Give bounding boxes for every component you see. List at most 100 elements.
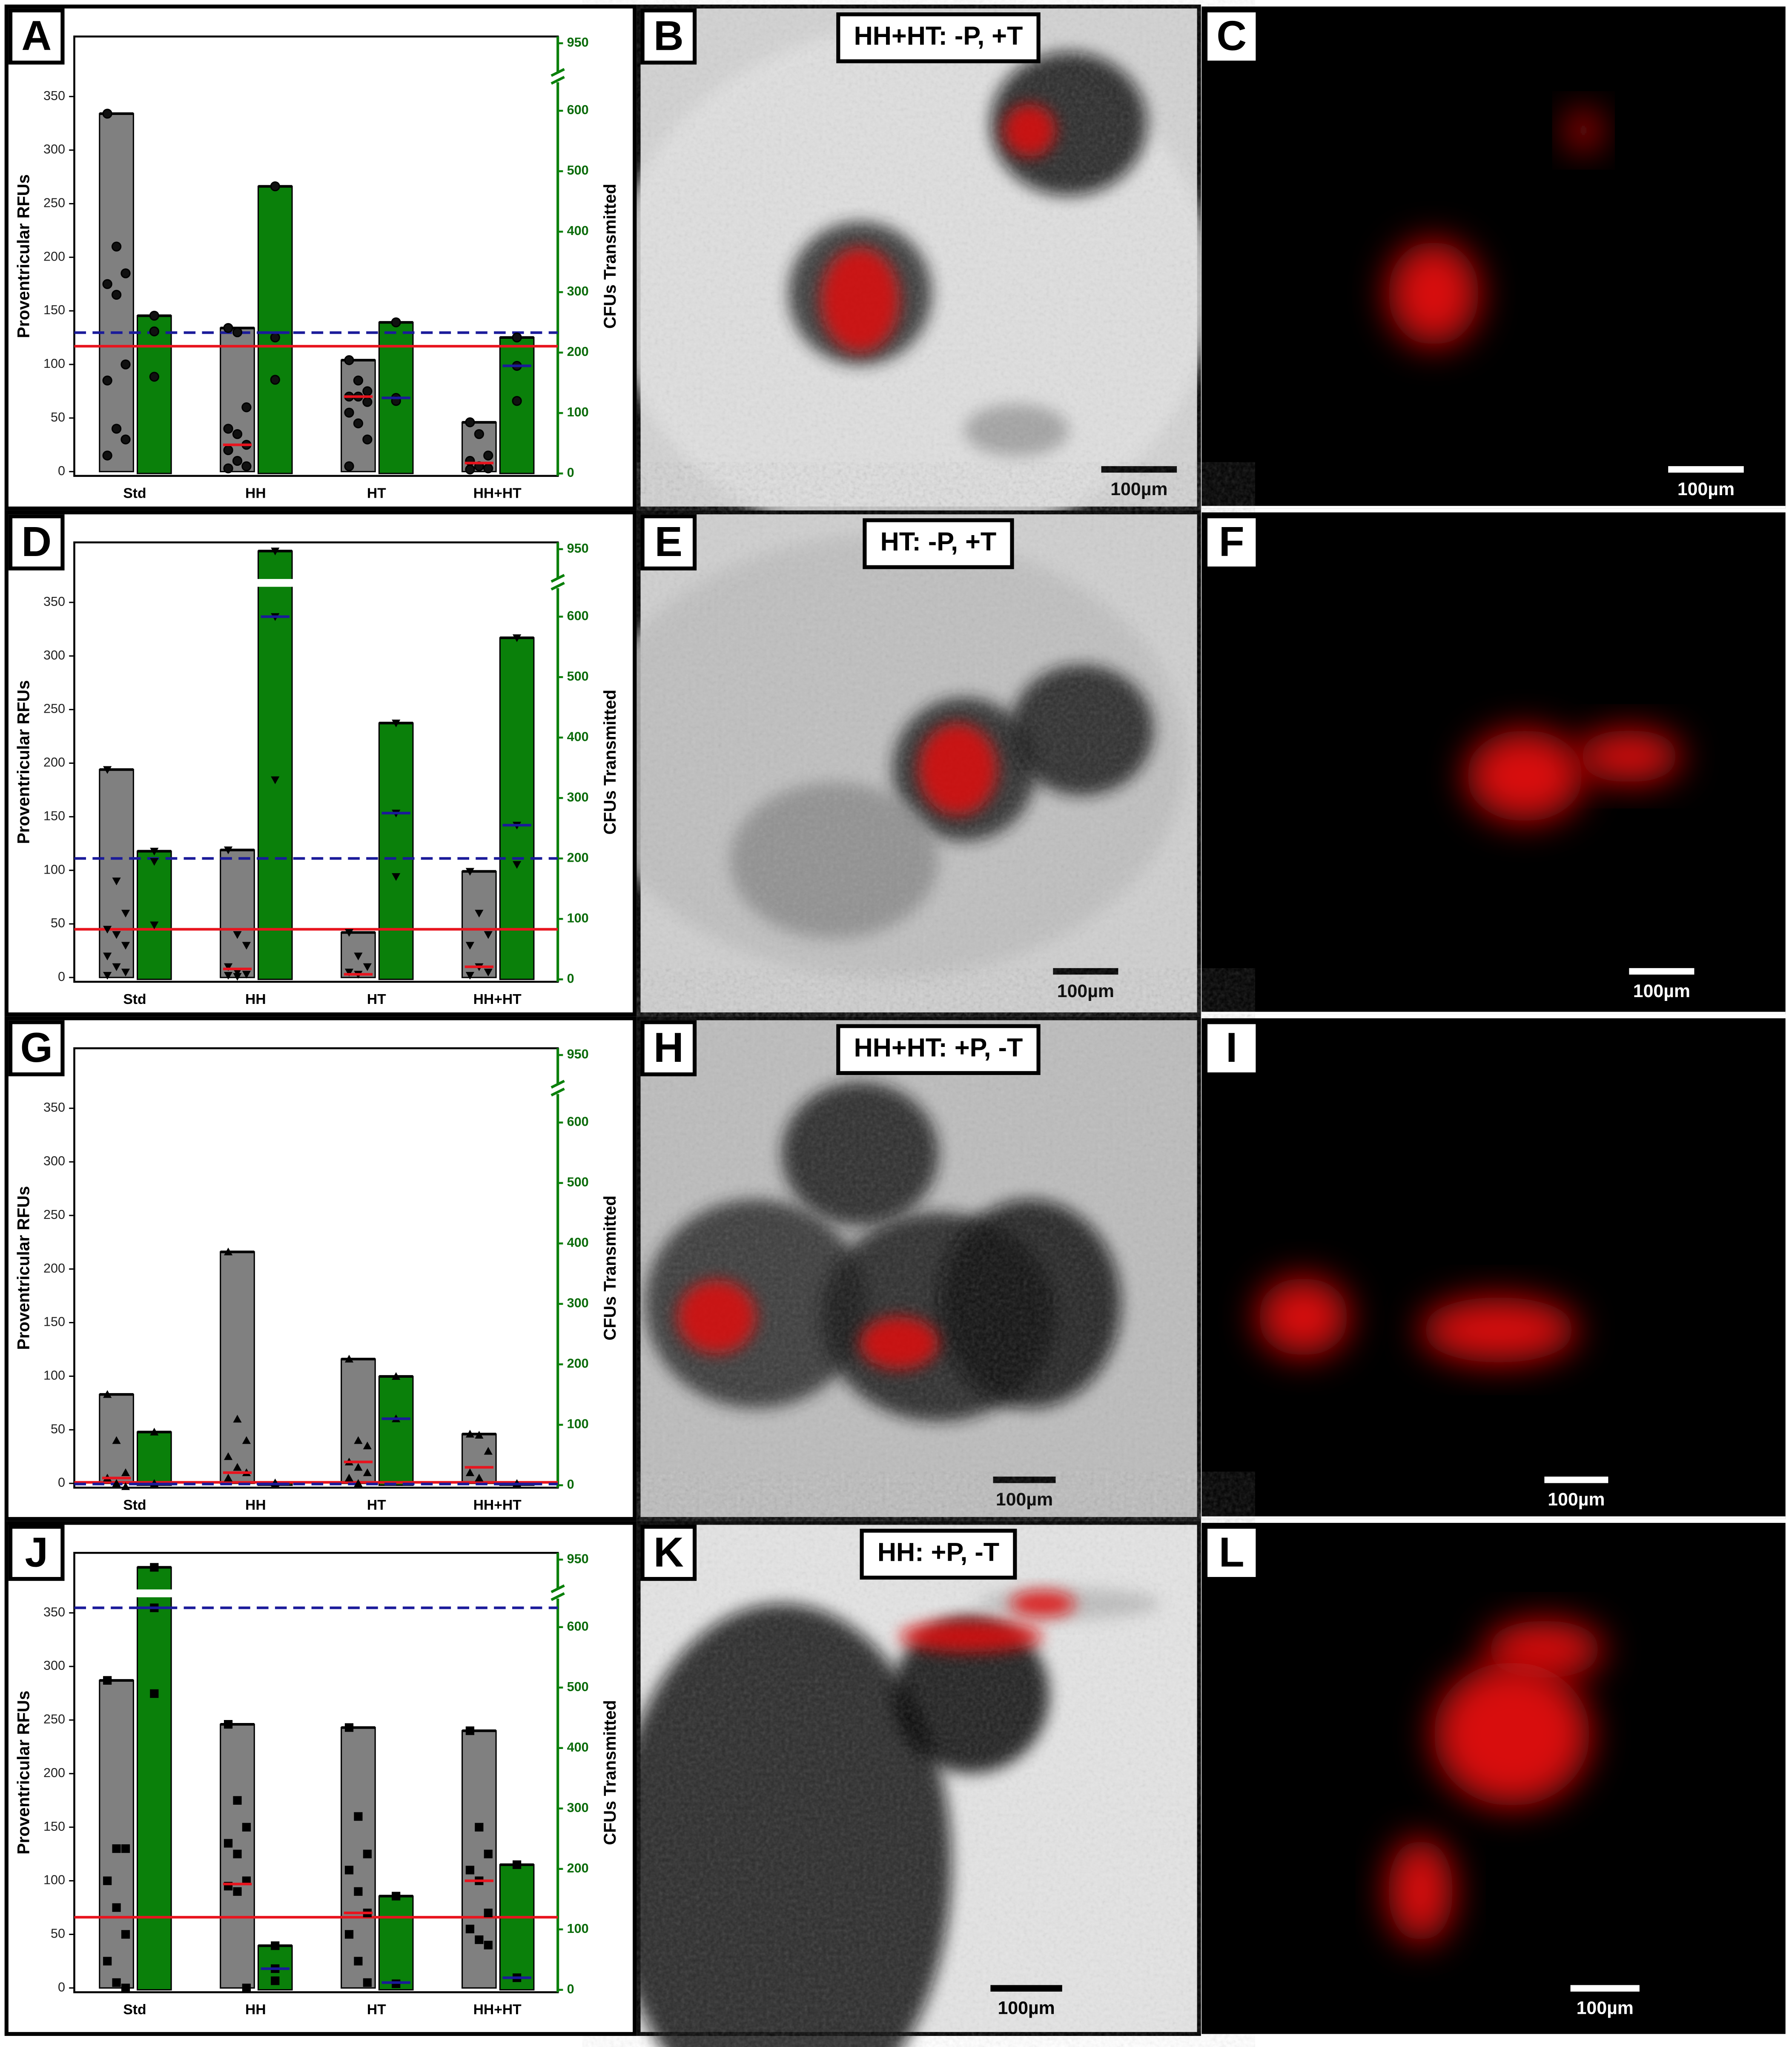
y2-tick-label: 950 xyxy=(567,35,589,50)
data-point xyxy=(513,861,522,869)
y-tick-label: 200 xyxy=(43,1261,65,1276)
data-point xyxy=(344,969,354,977)
scale-bar-label: 100µm xyxy=(1110,479,1167,499)
y2-tick-label: 500 xyxy=(567,669,589,683)
plot-area xyxy=(73,1047,559,1489)
data-point xyxy=(354,1463,363,1471)
data-point xyxy=(232,327,243,338)
data-point xyxy=(354,1812,363,1821)
data-point xyxy=(233,1887,242,1896)
panel-letter-box xyxy=(1203,8,1260,65)
x-tick-label: Std xyxy=(123,992,146,1007)
fluorescence xyxy=(1388,241,1479,346)
data-point xyxy=(233,1796,242,1805)
data-point xyxy=(233,1415,242,1423)
image-title-box xyxy=(863,518,1014,569)
data-point xyxy=(120,434,131,444)
data-point xyxy=(465,417,475,427)
data-point xyxy=(354,1436,363,1444)
scale-bar-label: 100µm xyxy=(1548,1489,1605,1510)
y2-tick-label: 400 xyxy=(567,1236,589,1250)
y2-tick-label: 950 xyxy=(567,1047,589,1061)
data-point xyxy=(150,1428,159,1436)
panel-letter-box xyxy=(8,8,65,65)
data-point xyxy=(475,1431,484,1439)
y-tick-label: 0 xyxy=(58,969,65,984)
data-point xyxy=(475,909,484,918)
y-tick-label: 250 xyxy=(43,702,65,716)
y-tick-label: 100 xyxy=(43,356,65,371)
y2-tick-label: 0 xyxy=(567,1982,574,1996)
data-point xyxy=(242,1984,251,1993)
panel-letter: K xyxy=(654,1528,684,1575)
panel-letter-box xyxy=(640,1525,697,1581)
panel-letter-box xyxy=(8,1020,65,1077)
fluorescence xyxy=(899,1620,1043,1652)
bar xyxy=(137,315,172,474)
fluorescence xyxy=(1434,1662,1590,1806)
data-point xyxy=(483,450,493,461)
bar xyxy=(99,1393,134,1484)
data-point xyxy=(392,873,401,881)
panel-letter: B xyxy=(654,12,684,59)
bar-break xyxy=(136,1589,173,1597)
data-point xyxy=(513,1860,522,1869)
data-point xyxy=(475,1935,484,1944)
image-title-box xyxy=(860,1528,1017,1580)
fluorescence xyxy=(1466,730,1584,822)
data-point xyxy=(112,963,121,971)
data-point xyxy=(120,268,131,278)
data-point xyxy=(121,969,130,977)
data-point xyxy=(363,1441,372,1450)
data-point xyxy=(233,1849,242,1858)
bar-break xyxy=(257,579,294,587)
data-point xyxy=(354,1887,363,1896)
data-point xyxy=(354,1957,363,1966)
y-tick-label: 0 xyxy=(58,1475,65,1490)
data-point xyxy=(103,1390,112,1398)
bar xyxy=(257,186,293,474)
fluorescence xyxy=(919,723,997,815)
y2-tick-label: 600 xyxy=(567,608,589,623)
data-point xyxy=(224,1474,233,1482)
data-point xyxy=(362,434,373,444)
texture xyxy=(638,1018,1199,1519)
y2-tick-label: 300 xyxy=(567,284,589,298)
data-point xyxy=(150,921,159,929)
y2-tick-label: 600 xyxy=(567,1619,589,1634)
data-point xyxy=(102,450,112,461)
x-tick-label: HH xyxy=(245,992,266,1007)
data-point xyxy=(121,1468,130,1476)
data-point xyxy=(112,931,121,939)
y2-tick-label: 950 xyxy=(567,1551,589,1566)
data-point xyxy=(344,1474,354,1482)
texture xyxy=(638,6,1199,509)
y-tick-label: 50 xyxy=(51,1422,65,1436)
data-point xyxy=(242,971,251,979)
y2-axis-label: CFUs Transmitted xyxy=(601,1196,619,1341)
data-point xyxy=(103,1876,112,1885)
y-tick-label: 250 xyxy=(43,1207,65,1222)
y2-tick-label: 100 xyxy=(567,1921,589,1936)
y-tick-label: 50 xyxy=(51,916,65,930)
y2-tick-label: 600 xyxy=(567,1115,589,1129)
data-point xyxy=(223,463,233,473)
data-point xyxy=(233,1463,242,1471)
data-point xyxy=(465,1468,475,1476)
data-point xyxy=(465,972,475,980)
bar xyxy=(137,850,172,980)
image-title: HT: -P, +T xyxy=(880,527,997,556)
data-point xyxy=(111,241,122,252)
data-point xyxy=(465,1726,475,1735)
y-tick-label: 0 xyxy=(58,464,65,478)
y-tick-label: 250 xyxy=(43,1712,65,1726)
data-point xyxy=(392,720,401,728)
y2-axis-label: CFUs Transmitted xyxy=(601,1700,619,1845)
y2-tick-label: 0 xyxy=(567,1477,574,1492)
data-point xyxy=(112,1479,121,1487)
data-point xyxy=(392,1372,401,1380)
bar xyxy=(257,550,293,980)
scale-bar-label: 100µm xyxy=(998,1998,1055,2018)
x-tick-label: Std xyxy=(123,1497,146,1513)
y2-tick-label: 100 xyxy=(567,405,589,419)
